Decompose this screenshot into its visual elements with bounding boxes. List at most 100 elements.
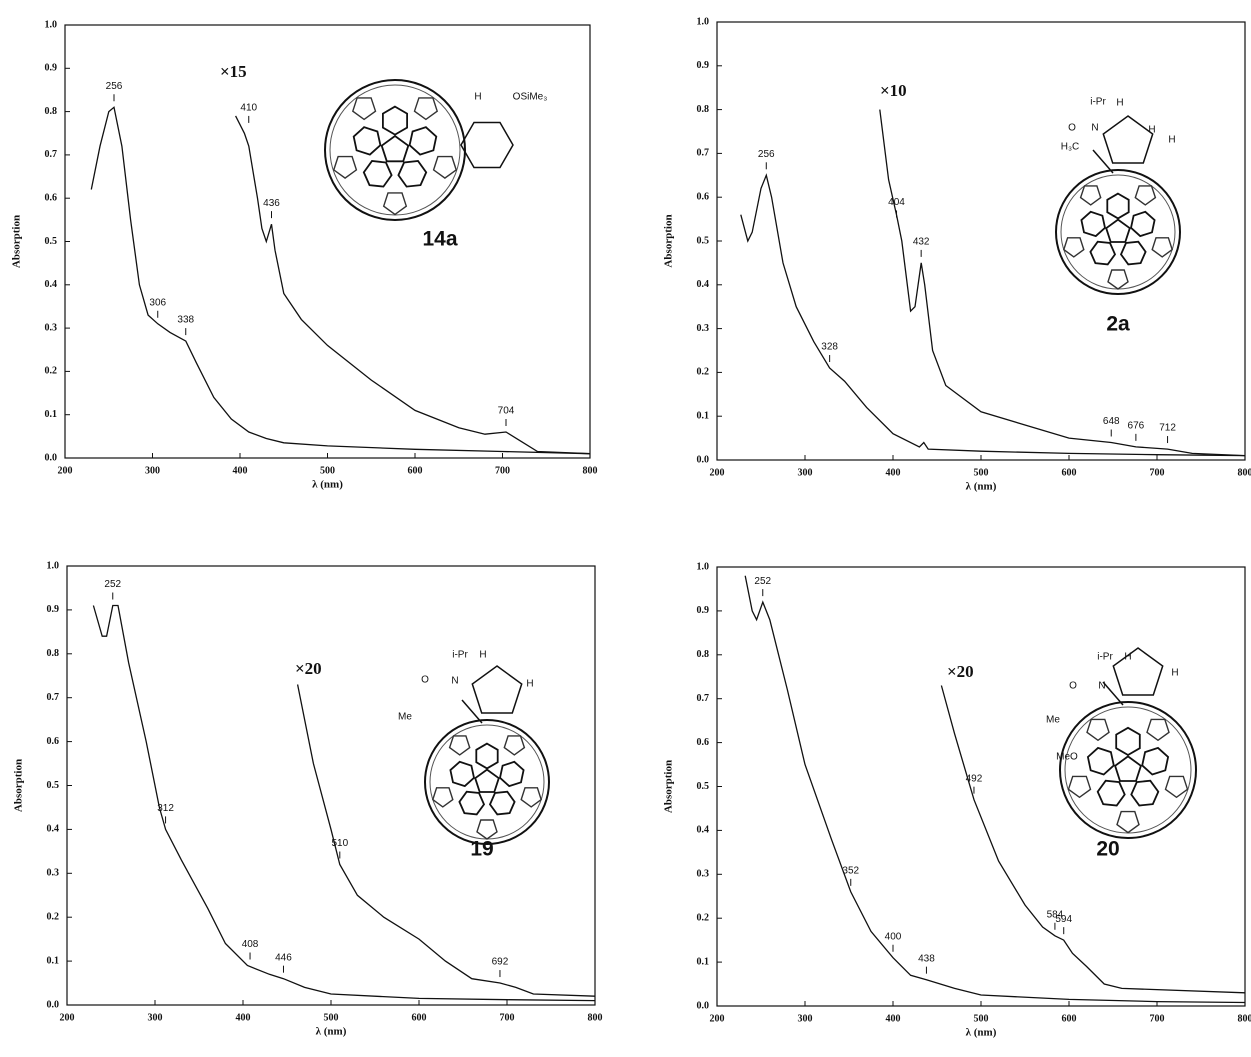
- peak-label: 252: [104, 579, 121, 590]
- x-axis-label: λ (nm): [312, 479, 343, 491]
- ring: [460, 121, 514, 169]
- structure-label: H: [479, 650, 486, 661]
- x-axis-label: λ (nm): [316, 1026, 347, 1038]
- y-tick-label: 0.4: [47, 824, 60, 835]
- x-tick-label: 400: [236, 1012, 251, 1023]
- fullerene-face: [476, 819, 498, 840]
- y-tick-label: 0.7: [697, 148, 710, 159]
- fullerene-face: [431, 787, 454, 808]
- fullerene-face: [520, 787, 543, 808]
- peak-label: 438: [918, 953, 935, 964]
- x-tick-label: 200: [710, 1013, 725, 1024]
- peak-label: 446: [275, 952, 292, 963]
- peak-label: 510: [331, 838, 348, 849]
- fullerene-face: [1080, 210, 1106, 238]
- fullerene-face: [332, 155, 358, 179]
- x-tick-label: 400: [886, 467, 901, 478]
- y-tick-label: 0.2: [697, 367, 710, 378]
- structure-label: H: [1124, 652, 1131, 663]
- fullerene-face: [1079, 185, 1102, 206]
- fullerene-inner: [329, 84, 461, 216]
- peak-label: 648: [1103, 416, 1120, 427]
- fullerene-inner: [429, 724, 545, 840]
- y-tick-label: 0.0: [697, 1000, 710, 1011]
- structure-label: H: [1116, 98, 1123, 109]
- spectrum-line: [879, 109, 1246, 457]
- structure-label: O: [1069, 681, 1077, 692]
- x-tick-label: 500: [974, 467, 989, 478]
- fullerene-face: [382, 192, 408, 216]
- structure-label: i-Pr: [1097, 652, 1113, 663]
- y-tick-label: 0.6: [45, 192, 58, 203]
- peak-label: 692: [492, 957, 509, 968]
- x-tick-label: 300: [145, 465, 160, 476]
- y-tick-label: 0.8: [45, 106, 58, 117]
- chart-panel: 0.0 0.1 0.2 0.3 0.4 0.5 0.6 0.7 0.8 0.9 1.0 200 300 4…: [663, 16, 1251, 492]
- fullerene-face: [488, 790, 516, 816]
- fullerene-face: [1067, 775, 1092, 799]
- fullerene-outline: [424, 719, 550, 845]
- compound-label: 2a: [1106, 313, 1130, 336]
- fullerene-inner: [1064, 706, 1192, 834]
- x-tick-label: 600: [408, 465, 423, 476]
- fullerene-face: [499, 760, 525, 788]
- structure-label: H: [1168, 135, 1175, 146]
- peak-label: 704: [498, 406, 515, 417]
- y-tick-label: 0.2: [45, 366, 58, 377]
- fullerene-inner: [1060, 174, 1176, 290]
- fullerene-outline: [1059, 701, 1197, 839]
- fullerene-face: [1115, 726, 1141, 757]
- structure-label: N: [1091, 123, 1098, 134]
- structure-label: H: [1148, 125, 1155, 136]
- fullerene-face: [475, 742, 499, 770]
- fullerene-face: [1151, 237, 1174, 258]
- y-tick-label: 0.1: [697, 956, 710, 967]
- y-tick-label: 0.2: [47, 911, 60, 922]
- x-tick-label: 300: [798, 1013, 813, 1024]
- fullerene-face: [1096, 779, 1126, 807]
- structure-label: i-Pr: [1090, 97, 1106, 108]
- y-tick-label: 0.3: [45, 322, 58, 333]
- structure-label: H: [1171, 668, 1178, 679]
- peak-label: 400: [885, 931, 902, 942]
- fullerene-face: [432, 155, 458, 179]
- peak-label: 594: [1055, 914, 1072, 925]
- fullerene-face: [381, 105, 409, 136]
- fullerene-face: [1106, 192, 1130, 220]
- y-tick-label: 0.8: [47, 648, 60, 659]
- structure-label: MeO: [1056, 752, 1078, 763]
- fullerene-face: [503, 735, 526, 756]
- spectrum-line: [235, 115, 591, 455]
- x-tick-label: 800: [1238, 467, 1251, 478]
- x-tick-label: 500: [324, 1012, 339, 1023]
- spectrum-line: [940, 685, 1246, 994]
- y-tick-label: 0.6: [697, 737, 710, 748]
- fullerene-face: [1164, 775, 1189, 799]
- peak-label: 252: [754, 576, 771, 587]
- y-tick-label: 1.0: [697, 561, 710, 572]
- y-tick-label: 0.9: [697, 60, 710, 71]
- x-tick-label: 500: [974, 1013, 989, 1024]
- peak-label: 328: [821, 342, 838, 353]
- spectrum-line: [740, 173, 1246, 457]
- peak-label: 410: [240, 103, 257, 114]
- y-axis-label: Absorption: [663, 214, 675, 267]
- y-tick-label: 0.6: [697, 191, 710, 202]
- compound-label: 14a: [422, 228, 457, 251]
- y-tick-label: 0.0: [697, 454, 710, 465]
- fullerene-face: [1141, 746, 1170, 776]
- y-tick-label: 0.7: [47, 692, 60, 703]
- y-tick-label: 0.8: [697, 649, 710, 660]
- peak-label: 352: [842, 866, 859, 877]
- y-tick-label: 0.4: [697, 825, 710, 836]
- x-tick-label: 400: [886, 1013, 901, 1024]
- chart-panel: 0.0 0.1 0.2 0.3 0.4 0.5 0.6 0.7 0.8 0.9 1.0 200 300 4…: [13, 560, 603, 1037]
- structure-label: OSiMe₃: [513, 92, 548, 103]
- spectrum-line: [92, 604, 596, 1002]
- fullerene-face: [1130, 210, 1156, 238]
- x-tick-label: 800: [1238, 1013, 1251, 1024]
- x-tick-label: 400: [233, 465, 248, 476]
- peak-label: 408: [242, 939, 259, 950]
- x-tick-label: 600: [412, 1012, 427, 1023]
